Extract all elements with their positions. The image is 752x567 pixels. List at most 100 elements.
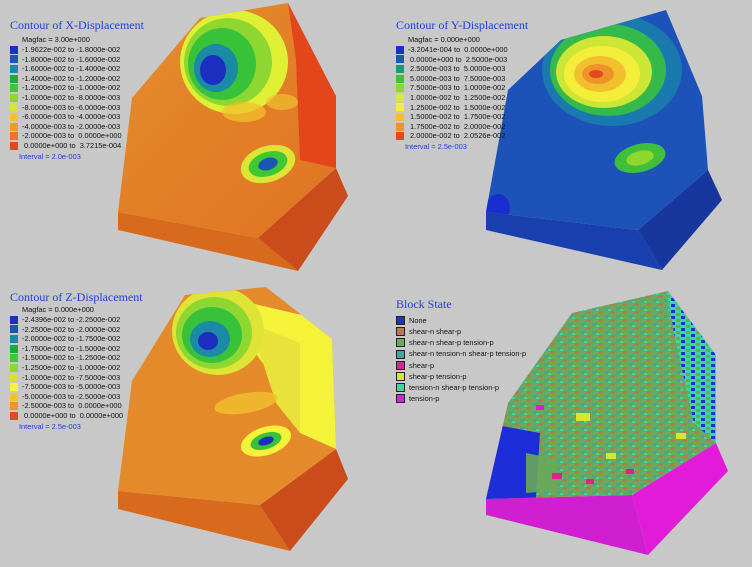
- y-legend-item: 1.5000e-002 to 1.7500e-002: [396, 112, 508, 122]
- panel-x-displacement: Contour of X-Displacement Magfac = 3.00e…: [0, 0, 376, 283]
- y-legend-label: 1.5000e-002 to 1.7500e-002: [408, 112, 506, 122]
- block-legend-label: shear-p tension-p: [409, 371, 467, 381]
- block-legend-swatch: [396, 394, 405, 404]
- block-legend-swatch: [396, 338, 405, 348]
- y-legend-item: 1.0000e-002 to 1.2500e-002: [396, 93, 508, 103]
- block-legend-swatch: [396, 327, 405, 337]
- z-magfac-label: Magfac = 0.000e+000: [22, 305, 94, 314]
- x-legend-label: -1.2000e-002 to -1.0000e-002: [22, 83, 121, 93]
- z-legend-item: -1.2500e-002 to -1.0000e-002: [10, 363, 123, 373]
- block-legend-item: shear-n shear-p: [396, 326, 526, 337]
- z-legend-item: -2.0000e-002 to -1.7500e-002: [10, 334, 123, 344]
- x-legend-swatch: [10, 84, 18, 93]
- x-legend-item: -2.0000e-003 to 0.0000e+000: [10, 131, 122, 141]
- x-legend-swatch: [10, 55, 18, 64]
- x-legend-label: -1.6000e-002 to -1.4000e-002: [22, 64, 121, 74]
- block-legend-label: shear-p: [409, 360, 435, 370]
- z-legend-item: -5.0000e-003 to -2.5000e-003: [10, 392, 123, 402]
- z-legend-swatch: [10, 411, 18, 420]
- x-legend-label: -4.0000e-003 to -2.0000e-003: [22, 121, 121, 131]
- z-legend-label: -1.5000e-002 to -1.2500e-002: [22, 353, 121, 363]
- block-legend-label: shear-n shear-p: [409, 326, 462, 336]
- y-legend-swatch: [396, 45, 404, 54]
- block-legend-item: shear-n shear-p tension-p: [396, 337, 526, 348]
- block-legend-item: shear-p tension-p: [396, 371, 526, 382]
- z-legend-swatch: [10, 392, 18, 401]
- z-legend-item: -1.0000e-002 to -7.5000e-003: [10, 373, 123, 383]
- z-legend-item: -1.7500e-002 to -1.5000e-002: [10, 344, 123, 354]
- x-legend-label: -1.9622e-002 to -1.8000e-002: [22, 45, 121, 54]
- x-legend-item: -8.0000e-003 to -6.0000e-003: [10, 103, 122, 113]
- y-legend-swatch: [396, 112, 404, 121]
- x-legend-label: -2.0000e-003 to 0.0000e+000: [22, 131, 122, 141]
- z-legend-item: 0.0000e+000 to 0.0000e+000: [10, 411, 123, 421]
- block-legend-item: tension-p: [396, 393, 526, 404]
- x-legend-swatch: [10, 74, 18, 83]
- y-magfac-label: Magfac = 0.000e+000: [408, 35, 480, 44]
- z-legend-swatch: [10, 334, 18, 343]
- x-legend-item: -1.4000e-002 to -1.2000e-002: [10, 74, 122, 84]
- z-legend-label: -1.7500e-002 to -1.5000e-002: [22, 343, 121, 353]
- z-legend-swatch: [10, 382, 18, 391]
- x-legend-swatch: [10, 45, 18, 54]
- y-interval-label: Interval = 2.5e-003: [405, 141, 467, 151]
- y-legend-label: 1.7500e-002 to 2.0000e-002: [408, 121, 506, 131]
- y-legend-item: 2.0000e-002 to 2.0526e-002: [396, 131, 508, 141]
- z-displacement-legend: Magfac = 0.000e+000 -2.4396e-002 to -2.2…: [10, 305, 123, 431]
- y-legend-label: 2.5000e-003 to 5.0000e-003: [408, 64, 506, 74]
- x-legend-label: -1.0000e-002 to -8.0000e-003: [22, 92, 121, 102]
- y-legend-swatch: [396, 103, 404, 112]
- y-legend-swatch: [396, 93, 404, 102]
- z-legend-swatch: [10, 373, 18, 382]
- x-legend-swatch: [10, 64, 18, 73]
- x-magfac-label: Magfac = 3.00e+000: [22, 35, 90, 44]
- z-legend-item: -2.4396e-002 to -2.2500e-002: [10, 315, 123, 325]
- z-legend-swatch: [10, 325, 18, 334]
- z-legend-swatch: [10, 344, 18, 353]
- block-legend-item: None: [396, 315, 526, 326]
- y-legend-item: 1.7500e-002 to 2.0000e-002: [396, 122, 508, 132]
- x-displacement-legend: Magfac = 3.00e+000 -1.9622e-002 to -1.80…: [10, 35, 122, 161]
- z-legend-label: -5.0000e-003 to -2.5000e-003: [22, 391, 121, 401]
- x-legend-item: -6.0000e-003 to -4.0000e-003: [10, 112, 122, 122]
- y-displacement-model: [486, 10, 722, 270]
- block-legend-label: tension-p: [409, 394, 440, 404]
- y-legend-item: 7.5000e-003 to 1.0000e-002: [396, 83, 508, 93]
- block-legend-swatch: [396, 383, 405, 393]
- block-legend-label: shear-n shear-p tension-p: [409, 338, 494, 348]
- y-legend-label: 7.5000e-003 to 1.0000e-002: [408, 83, 506, 93]
- block-legend-swatch: [396, 316, 405, 326]
- y-legend-swatch: [396, 55, 404, 64]
- x-legend-item: 0.0000e+000 to 3.7215e-004: [10, 141, 122, 151]
- x-legend-swatch: [10, 122, 18, 131]
- y-legend-item: 5.0000e-003 to 7.5000e-003: [396, 74, 508, 84]
- x-legend-item: -1.9622e-002 to -1.8000e-002: [10, 45, 122, 55]
- z-legend-item: -2.5000e-003 to 0.0000e+000: [10, 401, 123, 411]
- z-legend-label: -2.2500e-002 to -2.0000e-002: [22, 324, 121, 334]
- y-legend-item: 0.0000e+000 to 2.5000e-003: [396, 55, 508, 65]
- z-displacement-title: Contour of Z-Displacement: [10, 290, 143, 304]
- z-legend-label: -2.0000e-002 to -1.7500e-002: [22, 334, 121, 344]
- y-displacement-legend: Magfac = 0.000e+000 -3.2041e-004 to 0.00…: [396, 35, 508, 152]
- y-legend-swatch: [396, 84, 404, 93]
- x-legend-item: -1.8000e-002 to -1.6000e-002: [10, 55, 122, 65]
- y-legend-item: 1.2500e-002 to 1.5000e-002: [396, 103, 508, 113]
- z-interval-label: Interval = 2.5e-003: [19, 421, 81, 431]
- x-legend-swatch: [10, 141, 18, 150]
- z-legend-item: -1.5000e-002 to -1.2500e-002: [10, 353, 123, 363]
- y-legend-swatch: [396, 122, 404, 131]
- block-legend-label: tension-n shear-p tension-p: [409, 382, 499, 392]
- block-state-model: [486, 291, 728, 555]
- block-legend-label: shear-n tension-n shear-p tension-p: [409, 349, 527, 359]
- x-legend-swatch: [10, 132, 18, 141]
- x-displacement-model: [118, 3, 348, 271]
- panel-block-state: Block State None shear-n shear-p shear-n s…: [376, 283, 752, 567]
- x-legend-swatch: [10, 112, 18, 121]
- x-legend-label: 0.0000e+000 to 3.7215e-004: [22, 140, 122, 150]
- z-legend-label: -2.5000e-003 to 0.0000e+000: [22, 401, 122, 411]
- block-legend-swatch: [396, 349, 405, 359]
- block-state-title: Block State: [396, 297, 452, 311]
- x-legend-item: -1.2000e-002 to -1.0000e-002: [10, 83, 122, 93]
- z-legend-label: -7.5000e-003 to -5.0000e-003: [22, 382, 121, 392]
- y-legend-label: 1.0000e-002 to 1.2500e-002: [408, 92, 506, 102]
